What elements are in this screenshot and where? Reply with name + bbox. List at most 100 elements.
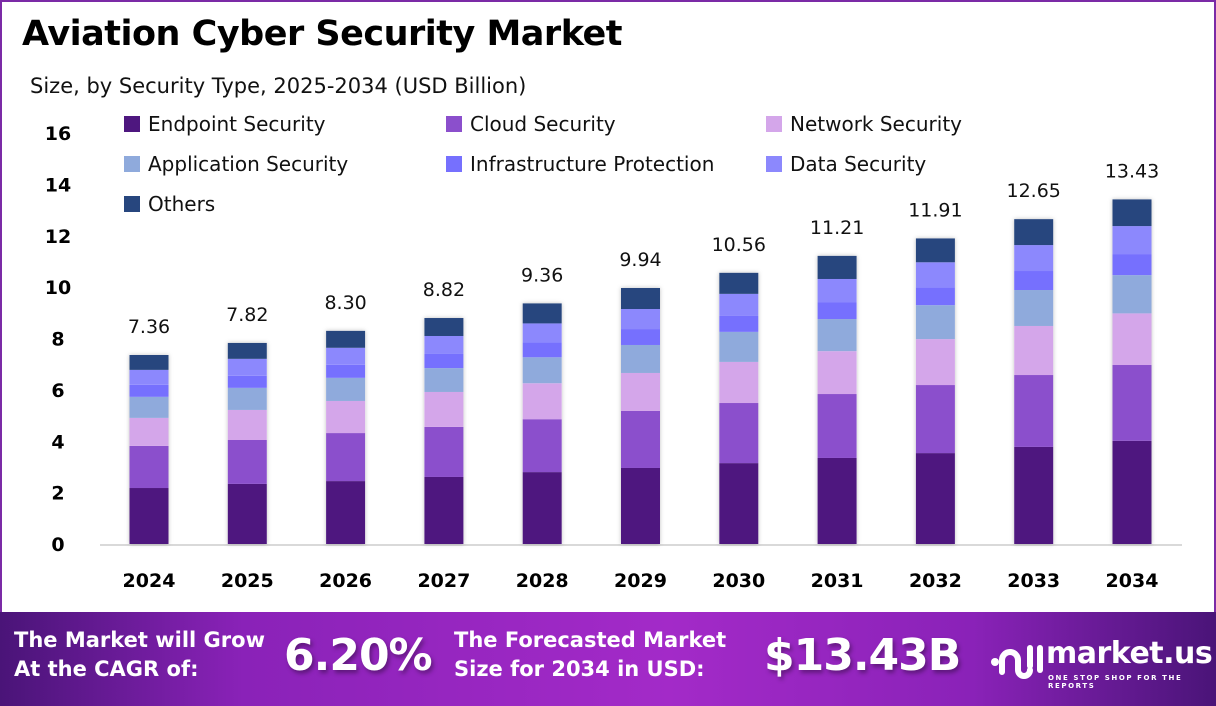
bar-segment-network-security: [621, 372, 660, 411]
x-tick-label: 2030: [712, 570, 765, 592]
bar-segment-network-security: [1112, 313, 1152, 366]
bar-segment-cloud-security: [1112, 365, 1152, 441]
bar-segment-data-security: [1014, 245, 1054, 272]
bar-segment-others: [817, 255, 857, 279]
bar-segment-data-security: [424, 335, 464, 354]
bar-segment-application-security: [227, 387, 267, 410]
bar-segment-cloud-security: [326, 433, 366, 482]
bar-segment-application-security: [424, 368, 464, 392]
x-tick-label: 2034: [1106, 570, 1159, 592]
brand-tagline: ONE STOP SHOP FOR THE REPORTS: [1048, 674, 1183, 690]
bar-segment-infrastructure-protection: [621, 329, 660, 345]
bar-segment-endpoint-security: [719, 463, 759, 544]
forecast-label-line1: The Forecasted Market: [454, 628, 727, 652]
legend-swatch: [766, 156, 782, 172]
bar-segment-infrastructure-protection: [1014, 271, 1054, 291]
legend-item: Application Security: [124, 152, 348, 176]
bar-segment-application-security: [1112, 275, 1152, 314]
bar-segment-endpoint-security: [227, 483, 267, 544]
bar-segment-cloud-security: [424, 426, 464, 477]
bar-segment-others: [424, 318, 464, 336]
bar-segment-infrastructure-protection: [326, 364, 366, 378]
y-tick-label: 12: [45, 226, 71, 248]
x-tick-label: 2029: [614, 570, 667, 592]
bar-segment-infrastructure-protection: [227, 375, 267, 388]
legend-swatch: [124, 196, 140, 212]
bar-segment-network-security: [129, 417, 169, 446]
bar-total-label: 7.36: [128, 316, 170, 338]
bar-segment-data-security: [621, 309, 660, 330]
x-tick-label: 2026: [319, 570, 372, 592]
bar-segment-network-security: [522, 383, 562, 420]
bar-segment-network-security: [817, 351, 857, 395]
y-tick-label: 8: [51, 329, 64, 351]
bar-segment-application-security: [621, 344, 660, 373]
x-tick-label: 2024: [123, 570, 176, 592]
cagr-label: The Market will Grow At the CAGR of:: [14, 626, 265, 684]
legend-label: Cloud Security: [470, 112, 616, 136]
legend-swatch: [446, 116, 462, 132]
bar-segment-data-security: [719, 293, 759, 316]
bar-segment-cloud-security: [719, 403, 759, 464]
legend-item: Others: [124, 192, 215, 216]
bar-total-label: 11.21: [810, 217, 864, 239]
x-tick-label: 2033: [1007, 570, 1060, 592]
bar-segment-endpoint-security: [522, 472, 562, 544]
brand-name: market.us: [1046, 636, 1213, 671]
bar-segment-endpoint-security: [817, 457, 857, 544]
bar-segment-others: [621, 287, 660, 310]
bar-segment-endpoint-security: [424, 476, 464, 544]
bar-segment-data-security: [522, 323, 562, 343]
bar-segment-application-security: [915, 305, 955, 340]
bar-segment-network-security: [424, 391, 464, 427]
legend-label: Data Security: [790, 152, 927, 176]
bar-total-label: 11.91: [908, 199, 962, 221]
bar-segment-others: [227, 342, 267, 359]
x-tick-label: 2028: [516, 570, 569, 592]
forecast-label: The Forecasted Market Size for 2034 in U…: [454, 626, 726, 684]
bar-segment-others: [1014, 219, 1054, 246]
legend-swatch: [766, 116, 782, 132]
bar-segment-application-security: [326, 377, 366, 401]
bar-segment-infrastructure-protection: [522, 342, 562, 358]
bar-total-label: 13.43: [1105, 160, 1159, 182]
bar-segment-data-security: [915, 262, 955, 288]
legend-label: Network Security: [790, 112, 962, 136]
y-tick-label: 0: [51, 534, 64, 556]
bar-total-label: 10.56: [712, 234, 766, 256]
chart-subtitle: Size, by Security Type, 2025-2034 (USD B…: [30, 74, 527, 98]
chart-frame: [0, 0, 1216, 622]
forecast-label-line2: Size for 2034 in USD:: [454, 657, 705, 681]
legend-item: Infrastructure Protection: [446, 152, 714, 176]
bar-segment-cloud-security: [1014, 375, 1054, 447]
bar-segment-others: [522, 303, 562, 324]
bar-total-label: 9.94: [619, 249, 661, 271]
bar-segment-others: [129, 354, 169, 370]
y-tick-label: 10: [45, 277, 71, 299]
bar-total-label: 8.30: [324, 292, 366, 314]
bar-segment-data-security: [227, 358, 267, 376]
bar-segment-infrastructure-protection: [424, 353, 464, 369]
y-tick-label: 2: [51, 483, 64, 505]
y-tick-label: 4: [51, 431, 64, 453]
bar-segment-others: [915, 238, 955, 263]
bar-segment-endpoint-security: [326, 481, 366, 544]
legend-swatch: [124, 156, 140, 172]
bar-segment-application-security: [817, 319, 857, 352]
bar-segment-data-security: [129, 369, 169, 385]
bar-segment-others: [719, 272, 759, 294]
bar-segment-data-security: [1112, 226, 1152, 255]
bar-segment-endpoint-security: [621, 467, 660, 544]
bar-segment-others: [1112, 199, 1152, 227]
bar-segment-application-security: [1014, 290, 1054, 326]
forecast-value: $13.43B: [764, 630, 961, 681]
bar-total-label: 9.36: [521, 264, 563, 286]
bar-segment-cloud-security: [129, 445, 169, 489]
legend-swatch: [124, 116, 140, 132]
bar-total-label: 7.82: [226, 304, 268, 326]
bar-segment-infrastructure-protection: [1112, 254, 1152, 276]
legend-swatch: [446, 156, 462, 172]
market-us-logo-icon: [991, 645, 1043, 679]
bar-segment-cloud-security: [915, 385, 955, 454]
legend-label: Application Security: [148, 152, 349, 176]
